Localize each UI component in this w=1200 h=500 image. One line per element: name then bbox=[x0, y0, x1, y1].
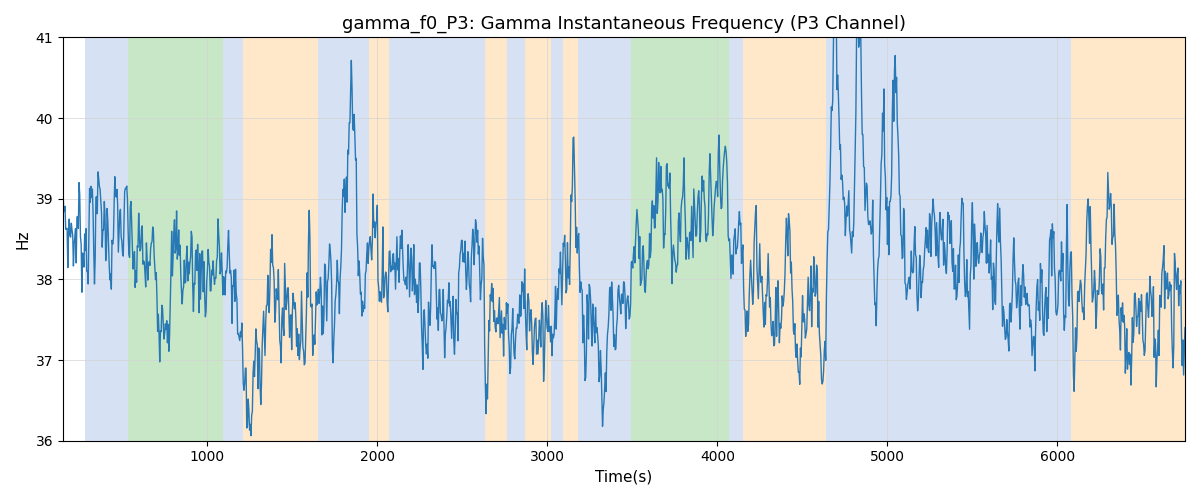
Bar bbox=[244, 38, 318, 440]
Bar bbox=[318, 38, 368, 440]
Bar bbox=[1072, 38, 1186, 440]
Bar bbox=[506, 38, 526, 440]
Bar bbox=[730, 38, 743, 440]
Y-axis label: Hz: Hz bbox=[16, 230, 30, 249]
Bar bbox=[485, 38, 506, 440]
Bar bbox=[127, 38, 223, 440]
Bar bbox=[743, 38, 827, 440]
Bar bbox=[551, 38, 563, 440]
Bar bbox=[563, 38, 578, 440]
Bar bbox=[827, 38, 1072, 440]
Bar bbox=[223, 38, 244, 440]
Bar bbox=[368, 38, 389, 440]
Bar bbox=[631, 38, 730, 440]
Bar bbox=[578, 38, 631, 440]
Bar bbox=[85, 38, 127, 440]
Bar bbox=[389, 38, 485, 440]
X-axis label: Time(s): Time(s) bbox=[595, 470, 653, 485]
Bar bbox=[526, 38, 551, 440]
Title: gamma_f0_P3: Gamma Instantaneous Frequency (P3 Channel): gamma_f0_P3: Gamma Instantaneous Frequen… bbox=[342, 15, 906, 34]
